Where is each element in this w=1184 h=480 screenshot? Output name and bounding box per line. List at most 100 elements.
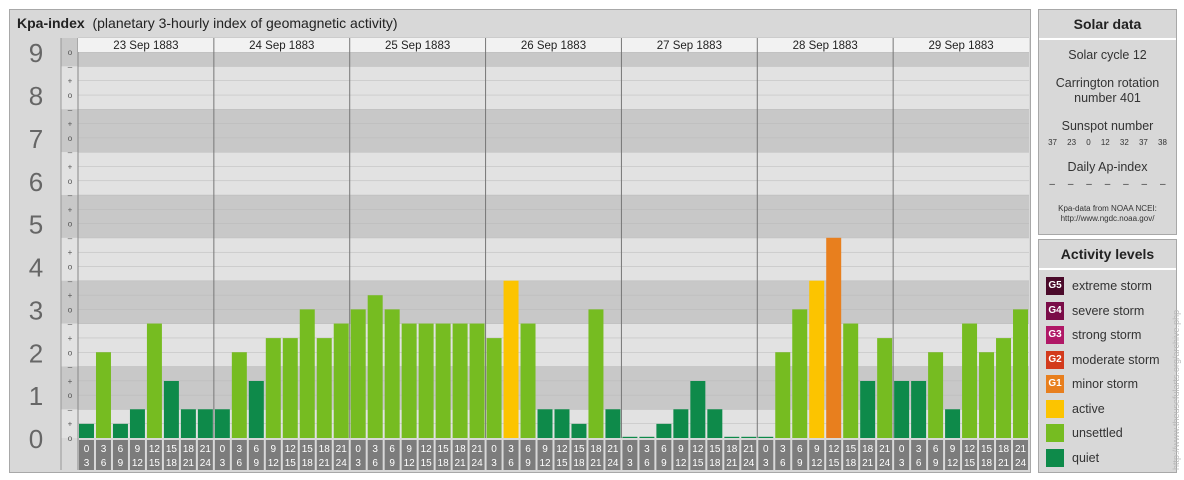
- day-header-bg: [349, 38, 486, 52]
- legend-swatch: G4: [1046, 301, 1064, 320]
- interval-tile: [367, 440, 383, 470]
- kpa-chart-panel: Kpa-index (planetary 3-hourly index of g…: [9, 9, 1031, 473]
- y-minor-label: o: [68, 91, 73, 100]
- kp-bar: [282, 338, 298, 438]
- interval-start-label: 6: [661, 444, 667, 455]
- interval-start-label: 9: [542, 444, 548, 455]
- interval-end-label: 6: [372, 458, 378, 469]
- interval-end-label: 6: [644, 458, 650, 469]
- kp-bar: [350, 309, 366, 438]
- legend-swatch: [1046, 424, 1064, 443]
- y-minor-label: –: [68, 320, 73, 329]
- interval-end-label: 15: [149, 458, 161, 469]
- interval-start-label: 0: [627, 444, 633, 455]
- kp-bar: [384, 309, 400, 438]
- legend-item: quiet: [1046, 446, 1176, 471]
- sunspot-values: 37 23 0 12 32 37 38: [1039, 138, 1176, 147]
- interval-tile: [537, 440, 553, 470]
- interval-start-label: 6: [933, 444, 939, 455]
- day-header-bg: [893, 38, 1029, 52]
- interval-start-label: 18: [183, 444, 195, 455]
- y-minor-label: +: [68, 291, 73, 300]
- interval-tile: [877, 440, 893, 470]
- y-axis-label: 9: [29, 38, 43, 68]
- interval-start-label: 3: [780, 444, 786, 455]
- interval-tile: [843, 440, 859, 470]
- legend-item: G4 severe storm: [1046, 299, 1176, 324]
- activity-levels-heading: Activity levels: [1039, 240, 1176, 270]
- day-header-bg: [78, 38, 214, 52]
- solar-cycle: Solar cycle 12: [1068, 48, 1147, 62]
- kp-bar: [197, 409, 213, 438]
- y-axis-label: 7: [29, 124, 43, 154]
- interval-start-label: 3: [237, 444, 243, 455]
- ap-index-value: –: [1049, 179, 1055, 190]
- interval-tile: [826, 440, 842, 470]
- ap-index-value: –: [1159, 179, 1166, 190]
- day-header-bg: [757, 38, 894, 52]
- kp-bar: [996, 338, 1012, 438]
- interval-end-label: 6: [508, 458, 514, 469]
- interval-tile: [95, 440, 111, 470]
- ap-index-value: –: [1086, 179, 1092, 190]
- legend-label: unsettled: [1072, 426, 1123, 441]
- legend-item: active: [1046, 397, 1176, 422]
- y-minor-label: o: [68, 348, 73, 357]
- kp-bar: [265, 338, 281, 438]
- y-axis-label: 6: [29, 167, 43, 197]
- interval-tile: [316, 440, 332, 470]
- kp-bar: [79, 423, 94, 438]
- ap-index-values: – – – – – – –: [1039, 179, 1176, 190]
- interval-end-label: 18: [845, 458, 857, 469]
- chart-title: Kpa-index (planetary 3-hourly index of g…: [17, 15, 398, 31]
- interval-end-label: 3: [763, 458, 769, 469]
- interval-tile: [1013, 440, 1028, 470]
- kp-bar: [775, 352, 791, 438]
- legend-swatch: G5: [1046, 277, 1064, 296]
- interval-tile: [418, 440, 434, 470]
- interval-start-label: 3: [916, 444, 922, 455]
- y-minor-label: +: [68, 248, 73, 257]
- interval-start-label: 12: [421, 444, 433, 455]
- legend-label: strong storm: [1072, 328, 1142, 343]
- interval-start-label: 12: [828, 444, 840, 455]
- day-label: 28 Sep 1883: [793, 40, 858, 52]
- interval-start-label: 3: [644, 444, 650, 455]
- ap-index-value: –: [1141, 179, 1148, 190]
- interval-tile: [79, 440, 94, 470]
- y-minor-label: –: [68, 105, 73, 114]
- kp-bar: [690, 380, 706, 438]
- interval-start-label: 0: [355, 444, 361, 455]
- interval-end-label: 18: [573, 458, 585, 469]
- interval-end-label: 9: [661, 458, 667, 469]
- legend-item: unsettled: [1046, 421, 1176, 446]
- interval-tile: [112, 440, 128, 470]
- interval-tile: [486, 440, 502, 470]
- interval-tile: [724, 440, 740, 470]
- ap-index-label: Daily Ap-index: [1067, 160, 1148, 174]
- interval-end-label: 21: [590, 458, 602, 469]
- legend-item: G1 minor storm: [1046, 372, 1176, 397]
- kp-bar: [724, 436, 740, 438]
- sunspot-value: 23: [1067, 138, 1077, 147]
- kp-bar: [367, 295, 383, 438]
- interval-start-label: 9: [950, 444, 956, 455]
- y-axis-label: 0: [29, 424, 43, 454]
- interval-end-label: 21: [726, 458, 738, 469]
- kp-bar: [316, 338, 332, 438]
- legend-label: moderate storm: [1072, 352, 1160, 367]
- interval-end-label: 6: [101, 458, 107, 469]
- kp-bar: [299, 309, 315, 438]
- interval-end-label: 21: [862, 458, 874, 469]
- kp-bar: [95, 352, 111, 438]
- kp-bar: [877, 338, 893, 438]
- interval-tile: [180, 440, 196, 470]
- interval-end-label: 12: [132, 458, 144, 469]
- interval-start-label: 9: [678, 444, 684, 455]
- legend-item: G3 strong storm: [1046, 323, 1176, 348]
- interval-end-label: 24: [743, 458, 755, 469]
- grid-band: [61, 194, 1029, 238]
- kp-bar: [656, 423, 672, 438]
- interval-start-label: 12: [149, 444, 161, 455]
- y-minor-label: o: [68, 134, 73, 143]
